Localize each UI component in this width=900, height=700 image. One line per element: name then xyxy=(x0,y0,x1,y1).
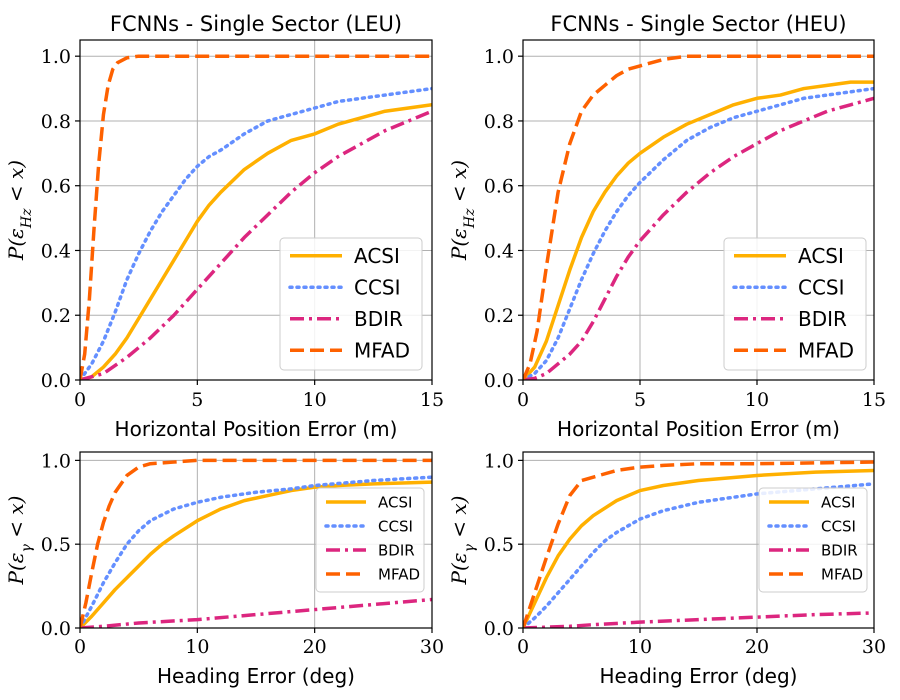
legend-label-ccsi: CCSI xyxy=(821,517,856,535)
legend-box xyxy=(315,487,425,593)
legend-label-bdir: BDIR xyxy=(821,541,858,559)
y-tick-label: 1.0 xyxy=(41,46,71,68)
x-tick-label: 5 xyxy=(191,389,203,411)
x-axis-label-4: Heading Error (deg) xyxy=(600,664,798,688)
legend-label-bdir: BDIR xyxy=(798,307,847,331)
x-tick-label: 10 xyxy=(628,636,652,658)
series-line-ccsi xyxy=(80,475,432,628)
series-line-bdir xyxy=(523,611,874,628)
x-tick-label: 0 xyxy=(517,389,529,411)
x-tick-label: 20 xyxy=(303,636,327,658)
y-tick-label: 0.5 xyxy=(41,534,71,556)
x-tick-label: 0 xyxy=(74,389,86,411)
legend-label-acsi: ACSI xyxy=(378,493,412,511)
axes-frame xyxy=(79,39,433,381)
x-tick-label: 5 xyxy=(634,389,646,411)
x-tick-label: 15 xyxy=(420,389,444,411)
legend-label-ccsi: CCSI xyxy=(378,517,413,535)
subplot-4: 0 10 20 30 0.0 0.5 1.0 Heading Error (deg) P(εγ … xyxy=(447,450,886,688)
series-line-acsi xyxy=(80,103,432,380)
legend-label-ccsi: CCSI xyxy=(354,275,401,299)
legend-label-mfad: MFAD xyxy=(354,338,410,362)
y-tick-label: 0.0 xyxy=(41,370,71,392)
y-tick-label: 0.6 xyxy=(484,176,514,198)
y-tick-label: 0.6 xyxy=(41,176,71,198)
x-tick-label: 10 xyxy=(185,636,209,658)
legend-label-mfad: MFAD xyxy=(378,565,420,583)
legend-1: ACSI CCSI BDIR MFAD xyxy=(279,237,423,371)
series-line-ccsi xyxy=(523,86,874,380)
series-line-bdir xyxy=(523,96,874,380)
y-tick-label: 0.4 xyxy=(484,240,514,262)
legend-label-mfad: MFAD xyxy=(821,565,863,583)
x-tick-label: 30 xyxy=(862,636,886,658)
x-tick-label: 0 xyxy=(517,636,529,658)
legend-label-acsi: ACSI xyxy=(798,244,844,268)
legend-box xyxy=(723,237,867,371)
y-tick-label: 1.0 xyxy=(41,450,71,472)
y-axis-label-3: P(εγ < x) xyxy=(4,496,35,586)
legend-box xyxy=(279,237,423,371)
legend-label-bdir: BDIR xyxy=(354,307,403,331)
series-line-mfad xyxy=(80,458,432,628)
y-axis-label-4: P(εγ < x) xyxy=(447,496,478,586)
x-tick-label: 10 xyxy=(745,389,769,411)
y-tick-label: 0.2 xyxy=(41,305,71,327)
legend-box xyxy=(758,487,868,593)
series-line-mfad xyxy=(80,54,432,380)
y-tick-label: 1.0 xyxy=(484,450,514,472)
subplot-1: 0 5 10 15 0.0 0.2 0.4 0.6 0.8 1.0 FCNNs - Single S… xyxy=(4,12,444,441)
y-axis-label-1: P(εHz < x) xyxy=(4,160,35,261)
legend-label-ccsi: CCSI xyxy=(798,275,845,299)
series-line-bdir xyxy=(80,597,432,628)
series-line-acsi xyxy=(523,80,874,380)
legend-4: ACSI CCSI BDIR MFAD xyxy=(758,487,868,593)
x-tick-label: 0 xyxy=(74,636,86,658)
subplot-3: 0 10 20 30 0.0 0.5 1.0 Heading Error (deg) P(εγ … xyxy=(4,450,444,688)
chart-title-1: FCNNs - Single Sector (LEU) xyxy=(110,12,402,36)
series-line-mfad xyxy=(523,460,874,628)
y-tick-label: 1.0 xyxy=(484,46,514,68)
y-tick-label: 0.0 xyxy=(484,618,514,640)
x-tick-label: 15 xyxy=(862,389,886,411)
series-line-acsi xyxy=(523,468,874,628)
series-line-ccsi xyxy=(80,86,432,380)
legend-label-acsi: ACSI xyxy=(821,493,855,511)
legend-label-bdir: BDIR xyxy=(378,541,415,559)
x-axis-label-3: Heading Error (deg) xyxy=(157,664,355,688)
axes-frame xyxy=(522,451,875,629)
y-axis-label-2: P(εHz < x) xyxy=(447,160,478,261)
subplot-2: 0 5 10 15 0.0 0.2 0.4 0.6 0.8 1.0 FCNNs - Single S… xyxy=(447,12,886,441)
y-tick-label: 0.0 xyxy=(41,618,71,640)
axes-frame xyxy=(79,451,433,629)
x-tick-label: 20 xyxy=(745,636,769,658)
legend-2: ACSI CCSI BDIR MFAD xyxy=(723,237,867,371)
axes-frame xyxy=(522,39,875,381)
y-tick-label: 0.2 xyxy=(484,305,514,327)
legend-label-mfad: MFAD xyxy=(798,338,854,362)
series-line-ccsi xyxy=(523,482,874,628)
chart-title-2: FCNNs - Single Sector (HEU) xyxy=(550,12,846,36)
legend-label-acsi: ACSI xyxy=(354,244,400,268)
x-tick-label: 10 xyxy=(303,389,327,411)
series-line-mfad xyxy=(523,54,874,380)
x-tick-label: 30 xyxy=(420,636,444,658)
y-tick-label: 0.5 xyxy=(484,534,514,556)
legend-3: ACSI CCSI BDIR MFAD xyxy=(315,487,425,593)
x-axis-label-2: Horizontal Position Error (m) xyxy=(557,417,840,441)
y-tick-label: 0.4 xyxy=(41,240,71,262)
y-tick-label: 0.0 xyxy=(484,370,514,392)
x-axis-label-1: Horizontal Position Error (m) xyxy=(115,417,398,441)
y-tick-label: 0.8 xyxy=(41,111,71,133)
series-line-bdir xyxy=(80,109,432,380)
y-tick-label: 0.8 xyxy=(484,111,514,133)
